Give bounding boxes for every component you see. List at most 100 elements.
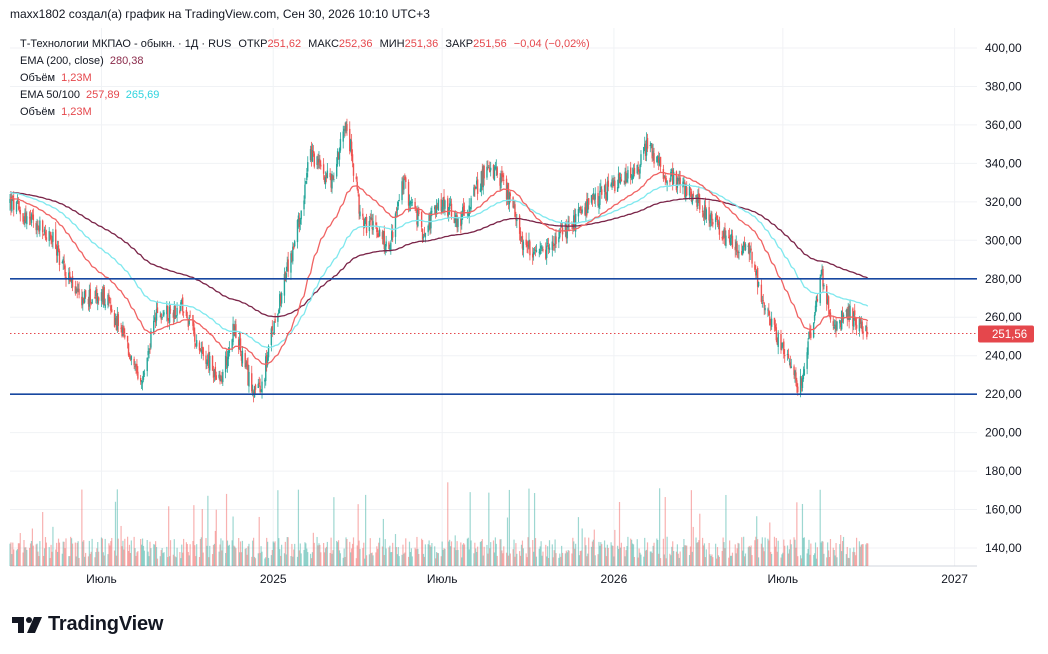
candle-body — [728, 236, 730, 238]
candle-body — [395, 211, 398, 214]
volume-bar — [365, 494, 367, 566]
candle-body — [433, 206, 436, 210]
volume-bar — [225, 552, 227, 566]
candle-body — [421, 228, 424, 240]
volume-bar — [26, 549, 28, 566]
volume-bar — [378, 542, 380, 566]
volume-bar — [127, 550, 130, 566]
tradingview-logo[interactable]: TradingView — [12, 613, 163, 636]
volume-bar — [532, 540, 534, 566]
candle-body — [12, 196, 14, 198]
volume-bar — [15, 550, 18, 566]
candle-body — [593, 194, 596, 201]
candle-body — [339, 138, 342, 151]
candle-body — [760, 284, 763, 302]
x-tick-label: 2026 — [601, 572, 628, 586]
volume-bar — [601, 544, 603, 566]
volume-bar — [448, 541, 450, 566]
candle-body — [581, 209, 583, 213]
volume-bar — [819, 489, 821, 566]
candle-body — [742, 241, 745, 247]
volume-bar — [494, 537, 496, 566]
legend-volume-row-2[interactable]: Объём 1,23M — [20, 104, 590, 121]
candle-body — [71, 276, 74, 288]
volume-bar — [186, 544, 188, 566]
candle-body — [215, 375, 217, 380]
volume-bar — [522, 548, 524, 566]
candle-body — [780, 334, 782, 350]
candle-body — [23, 219, 25, 222]
candle-body — [799, 376, 802, 394]
candle-body — [159, 315, 161, 317]
candle-body — [744, 244, 747, 251]
volume-bar — [209, 545, 211, 566]
price-chart[interactable]: 140,00 160,00 180,00 200,00 220,00 240,00 260,… — [0, 28, 1048, 598]
candle-body — [422, 236, 425, 238]
legend-ema50-100-row[interactable]: EMA 50/100 257,89 265,69 — [20, 87, 590, 104]
volume-bar — [206, 545, 208, 566]
volume-bar — [159, 556, 161, 566]
volume-bar — [664, 497, 666, 566]
candle-body — [114, 317, 117, 326]
candle-body — [44, 231, 47, 238]
candle-body — [323, 176, 326, 183]
volume-bar — [786, 545, 789, 566]
candle-body — [208, 352, 210, 369]
candle-body — [756, 267, 759, 287]
candle-body — [638, 169, 640, 172]
legend-open-value: 251,62 — [267, 38, 302, 50]
volume-bar — [500, 539, 502, 566]
volume-bar — [796, 502, 798, 566]
volume-bar — [231, 540, 233, 566]
candle-body — [538, 251, 540, 253]
volume-bar — [294, 543, 296, 566]
candle-body — [225, 356, 228, 366]
volume-bar — [774, 546, 776, 566]
candle-body — [676, 177, 679, 188]
candle-body — [533, 249, 536, 251]
volume-bar — [724, 548, 726, 566]
legend-symbol[interactable]: Т-Технологии МКПАО - обыкн. · 1Д · RUS — [20, 38, 232, 50]
candle-body — [617, 173, 620, 189]
volume-bar — [185, 542, 188, 566]
volume-bar — [731, 552, 734, 566]
candle-body — [56, 245, 59, 256]
candle-body — [558, 237, 560, 243]
candle-body — [597, 193, 599, 206]
y-tick-label: 340,00 — [985, 156, 1022, 170]
volume-bar — [356, 545, 358, 566]
volume-bar — [147, 551, 149, 566]
candle-body — [734, 246, 736, 251]
candle-body — [551, 241, 554, 250]
candle-body — [441, 206, 443, 213]
volume-bar — [337, 540, 340, 566]
candle-body — [813, 314, 816, 321]
legend-volume-row-1[interactable]: Объём 1,23M — [20, 70, 590, 87]
candle-body — [456, 215, 458, 228]
candle-body — [515, 218, 517, 221]
volume-bar — [665, 558, 667, 566]
ema-200-line — [9, 191, 869, 318]
candle-body — [815, 296, 818, 307]
volume-bar — [650, 551, 652, 566]
candle-body — [518, 215, 521, 234]
volume-bar — [122, 540, 124, 566]
volume-bar — [552, 557, 554, 566]
volume-bar — [734, 544, 736, 566]
legend-ema200-row[interactable]: EMA (200, close) 280,38 — [20, 53, 590, 70]
candle-body — [731, 235, 734, 248]
volume-bar — [814, 542, 817, 566]
candle-body — [68, 272, 70, 280]
candle-body — [221, 376, 223, 383]
volume-bar — [684, 545, 686, 566]
candle-body — [701, 210, 704, 212]
candle-body — [259, 385, 261, 393]
volume-bar — [533, 551, 535, 566]
volume-bar — [39, 541, 41, 566]
volume-bar — [776, 551, 778, 566]
volume-bar — [449, 539, 451, 566]
volume-bar — [555, 553, 557, 566]
volume-bar — [744, 553, 747, 566]
volume-bar — [188, 555, 190, 566]
volume-bar — [704, 557, 706, 566]
